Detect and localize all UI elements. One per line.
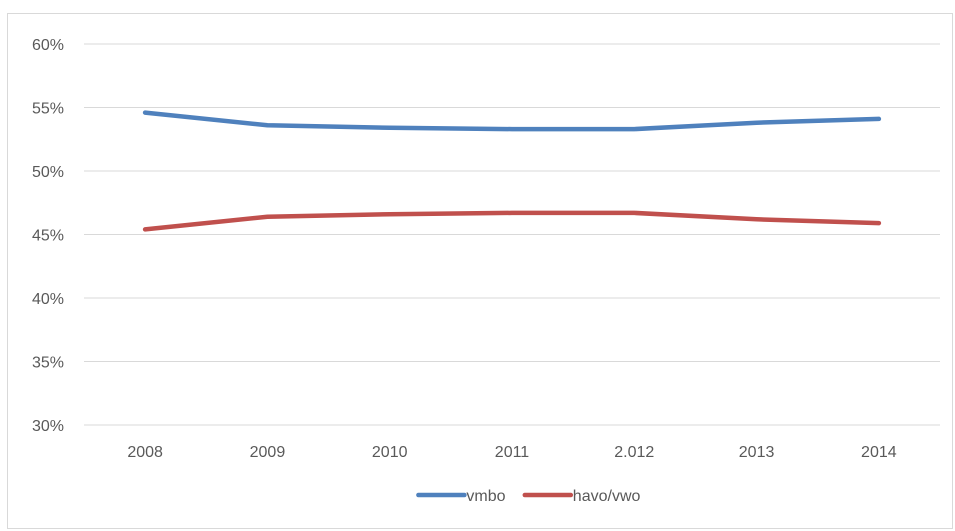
- y-tick-label: 30%: [32, 418, 64, 435]
- y-axis-ticks: 30% 35% 40% 45% 50% 55% 60%: [32, 37, 64, 435]
- y-tick-label: 35%: [32, 355, 64, 372]
- x-tick-label: 2014: [861, 444, 897, 461]
- x-axis-ticks: 2008 2009 2010 2011 2.012 2013 2014: [127, 444, 896, 461]
- y-tick-label: 45%: [32, 228, 64, 245]
- series-line-havo-vwo: [142, 210, 882, 232]
- y-tick-label: 50%: [32, 164, 64, 181]
- chart-frame: [7, 13, 953, 529]
- series-lines: [142, 110, 882, 232]
- x-tick-label: 2.012: [614, 444, 654, 461]
- legend: vmbo havo/vwo: [416, 488, 641, 505]
- y-tick-label: 60%: [32, 37, 64, 54]
- gridlines: [84, 43, 940, 426]
- series-line-vmbo: [142, 110, 882, 132]
- legend-label: havo/vwo: [573, 488, 641, 505]
- y-tick-label: 40%: [32, 291, 64, 308]
- x-tick-label: 2009: [250, 444, 286, 461]
- legend-label: vmbo: [466, 488, 505, 505]
- x-tick-label: 2011: [495, 444, 530, 461]
- y-tick-label: 55%: [32, 101, 64, 118]
- x-tick-label: 2013: [739, 444, 775, 461]
- x-tick-label: 2010: [372, 444, 408, 461]
- x-tick-label: 2008: [127, 444, 163, 461]
